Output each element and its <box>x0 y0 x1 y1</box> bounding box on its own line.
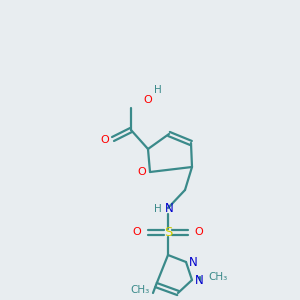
Text: N: N <box>195 274 203 286</box>
Text: O: O <box>100 135 109 145</box>
Text: H: H <box>154 85 162 95</box>
Text: CH₃: CH₃ <box>130 285 150 295</box>
Text: S: S <box>164 226 172 238</box>
Text: O: O <box>195 227 203 237</box>
Text: O: O <box>144 95 152 105</box>
Text: N: N <box>165 202 173 215</box>
Text: O: O <box>138 167 146 177</box>
Text: H: H <box>154 204 162 214</box>
Text: O: O <box>133 227 141 237</box>
Text: N: N <box>189 256 197 268</box>
Text: CH₃: CH₃ <box>208 272 228 282</box>
